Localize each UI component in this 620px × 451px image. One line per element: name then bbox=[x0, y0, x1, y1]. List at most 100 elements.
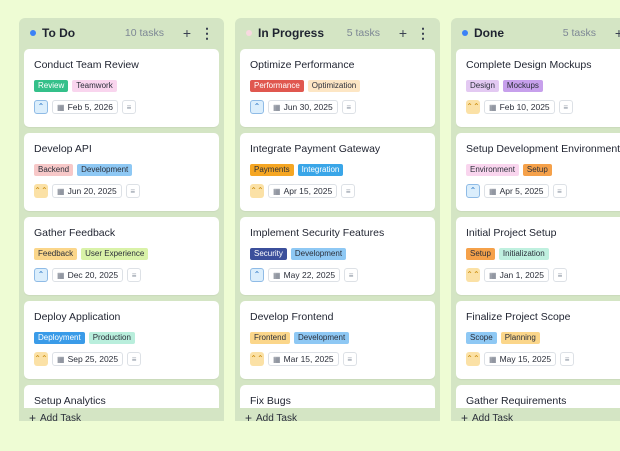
task-card[interactable]: Optimize Performance Performance Optimizat… bbox=[240, 49, 435, 127]
due-date[interactable]: ▦ Apr 5, 2025 bbox=[484, 184, 549, 198]
task-card[interactable]: Gather Feedback Feedback User Experience ⌃ ▦… bbox=[24, 217, 219, 295]
lines-icon[interactable]: ≡ bbox=[553, 268, 567, 282]
tag-list: Design Mockups bbox=[466, 80, 620, 92]
tag: Frontend bbox=[250, 332, 291, 344]
add-task-button[interactable]: + Add Task bbox=[29, 411, 81, 421]
tag-list: Setup Initialization bbox=[466, 248, 620, 260]
task-card[interactable]: Initial Project Setup Setup Initialization… bbox=[456, 217, 620, 295]
calendar-icon: ▦ bbox=[489, 270, 497, 280]
task-title: Fix Bugs bbox=[250, 395, 291, 407]
task-card[interactable]: Deploy Application Deployment Production ⌃⌃… bbox=[24, 301, 219, 379]
task-card[interactable]: Setup Development Environment Environment… bbox=[456, 133, 620, 211]
tag: Development bbox=[290, 248, 347, 260]
task-card[interactable]: Conduct Team Review Review Teamwork ⌃ ▦ Feb 5… bbox=[24, 49, 219, 127]
kebab-icon[interactable]: ⋮ bbox=[416, 25, 430, 41]
chevron-up-icon[interactable]: ⌃ bbox=[250, 100, 264, 114]
task-meta: ⌃ ▦ Jun 30, 2025 ≡ bbox=[250, 100, 425, 114]
due-date-text: May 22, 2025 bbox=[283, 270, 336, 280]
double-chevron-up-icon[interactable]: ⌃⌃ bbox=[34, 352, 48, 366]
lines-icon[interactable]: ≡ bbox=[127, 352, 142, 366]
task-meta: ⌃⌃ ▦ Apr 15, 2025 ≡ bbox=[250, 184, 425, 198]
plus-icon[interactable]: + bbox=[182, 25, 192, 41]
lines-icon[interactable]: ≡ bbox=[558, 100, 573, 114]
due-date[interactable]: ▦ May 15, 2025 bbox=[484, 352, 557, 366]
status-dot-icon bbox=[462, 30, 468, 36]
chevron-up-icon[interactable]: ⌃ bbox=[250, 268, 264, 282]
due-date-text: Sep 25, 2025 bbox=[67, 354, 119, 364]
task-card[interactable]: Setup Analytics bbox=[24, 385, 219, 408]
task-title: Setup Development Environment bbox=[466, 143, 620, 155]
tag: Feedback bbox=[34, 248, 78, 260]
lines-icon[interactable]: ≡ bbox=[341, 100, 356, 114]
tag: User Experience bbox=[81, 248, 149, 260]
plus-icon[interactable]: + bbox=[614, 25, 620, 41]
status-dot-icon bbox=[246, 30, 252, 36]
tag: Production bbox=[88, 332, 135, 344]
double-chevron-up-icon[interactable]: ⌃⌃ bbox=[466, 268, 480, 282]
lines-icon[interactable]: ≡ bbox=[560, 352, 575, 366]
task-card[interactable]: Complete Design Mockups Design Mockups ⌃⌃ ▦ F… bbox=[456, 49, 620, 127]
due-date[interactable]: ▦ Jan 1, 2025 bbox=[484, 268, 549, 282]
due-date[interactable]: ▦ Jun 20, 2025 bbox=[52, 184, 122, 198]
due-date[interactable]: ▦ Jun 30, 2025 bbox=[268, 100, 338, 114]
task-card[interactable]: Develop API Backend Development ⌃⌃ ▦ Jun 20, … bbox=[24, 133, 219, 211]
task-title: Finalize Project Scope bbox=[466, 311, 571, 323]
due-date[interactable]: ▦ Sep 25, 2025 bbox=[52, 352, 124, 366]
chevron-up-icon[interactable]: ⌃ bbox=[34, 100, 48, 114]
due-date[interactable]: ▦ May 22, 2025 bbox=[268, 268, 341, 282]
calendar-icon: ▦ bbox=[489, 102, 497, 112]
due-date-text: Jun 20, 2025 bbox=[67, 186, 117, 196]
lines-icon[interactable]: ≡ bbox=[344, 268, 359, 282]
task-card[interactable]: Fix Bugs bbox=[240, 385, 435, 408]
column-in-progress: In Progress 5 tasks + ⋮ Optimize Performance… bbox=[235, 18, 440, 421]
double-chevron-up-icon[interactable]: ⌃⌃ bbox=[250, 184, 264, 198]
tag: Payments bbox=[250, 164, 294, 176]
tag: Scope bbox=[466, 332, 497, 344]
task-meta: ⌃ ▦ Apr 5, 2025 ≡ bbox=[466, 184, 620, 198]
due-date[interactable]: ▦ Feb 10, 2025 bbox=[484, 100, 555, 114]
due-date[interactable]: ▦ Mar 15, 2025 bbox=[268, 352, 339, 366]
task-title: Deploy Application bbox=[34, 311, 121, 323]
double-chevron-up-icon[interactable]: ⌃⌃ bbox=[250, 352, 264, 366]
tag: Mockups bbox=[502, 80, 543, 92]
task-card[interactable]: Implement Security Features Security Devel… bbox=[240, 217, 435, 295]
plus-icon[interactable]: + bbox=[398, 25, 408, 41]
task-meta: ⌃⌃ ▦ Jan 1, 2025 ≡ bbox=[466, 268, 620, 282]
card-list: Complete Design Mockups Design Mockups ⌃⌃ ▦ F… bbox=[456, 48, 620, 408]
task-card[interactable]: Integrate Payment Gateway Payments Integra… bbox=[240, 133, 435, 211]
card-list: Conduct Team Review Review Teamwork ⌃ ▦ Feb 5… bbox=[24, 48, 219, 408]
calendar-icon: ▦ bbox=[57, 186, 65, 196]
lines-icon[interactable]: ≡ bbox=[121, 100, 136, 114]
kebab-icon[interactable]: ⋮ bbox=[200, 25, 214, 41]
task-title: Gather Requirements bbox=[466, 395, 567, 407]
tag: Development bbox=[294, 332, 350, 344]
task-card[interactable]: Develop Frontend Frontend Development ⌃⌃ ▦ Ma… bbox=[240, 301, 435, 379]
task-meta: ⌃ ▦ May 22, 2025 ≡ bbox=[250, 268, 425, 282]
task-count: 10 tasks bbox=[124, 27, 164, 39]
due-date[interactable]: ▦ Apr 15, 2025 bbox=[268, 184, 338, 198]
add-task-button[interactable]: + Add Task bbox=[461, 411, 513, 422]
double-chevron-up-icon[interactable]: ⌃⌃ bbox=[466, 100, 480, 114]
kanban-board: To Do 10 tasks + ⋮ Conduct Team Review Review… bbox=[19, 18, 620, 421]
due-date[interactable]: ▦ Feb 5, 2026 bbox=[52, 100, 118, 114]
lines-icon[interactable]: ≡ bbox=[341, 184, 356, 198]
tag: Integration bbox=[297, 164, 344, 176]
double-chevron-up-icon[interactable]: ⌃⌃ bbox=[466, 352, 480, 366]
double-chevron-up-icon[interactable]: ⌃⌃ bbox=[34, 184, 48, 198]
task-title: Develop API bbox=[34, 143, 92, 155]
lines-icon[interactable]: ≡ bbox=[127, 268, 142, 282]
lines-icon[interactable]: ≡ bbox=[342, 352, 357, 366]
task-card[interactable]: Finalize Project Scope Scope Planning ⌃⌃ ▦ Ma… bbox=[456, 301, 620, 379]
add-task-button[interactable]: + Add Task bbox=[245, 411, 297, 421]
task-card[interactable]: Gather Requirements bbox=[456, 385, 620, 408]
lines-icon[interactable]: ≡ bbox=[125, 184, 140, 198]
due-date[interactable]: ▦ Dec 20, 2025 bbox=[52, 268, 124, 282]
column-header: To Do 10 tasks + ⋮ bbox=[19, 18, 224, 48]
chevron-up-icon[interactable]: ⌃ bbox=[34, 268, 48, 282]
chevron-up-icon[interactable]: ⌃ bbox=[466, 184, 480, 198]
task-title: Conduct Team Review bbox=[34, 59, 139, 71]
task-meta: ⌃⌃ ▦ May 15, 2025 ≡ bbox=[466, 352, 620, 366]
add-task-label: Add Task bbox=[472, 412, 513, 422]
lines-icon[interactable]: ≡ bbox=[552, 184, 567, 198]
task-title: Complete Design Mockups bbox=[466, 59, 592, 71]
